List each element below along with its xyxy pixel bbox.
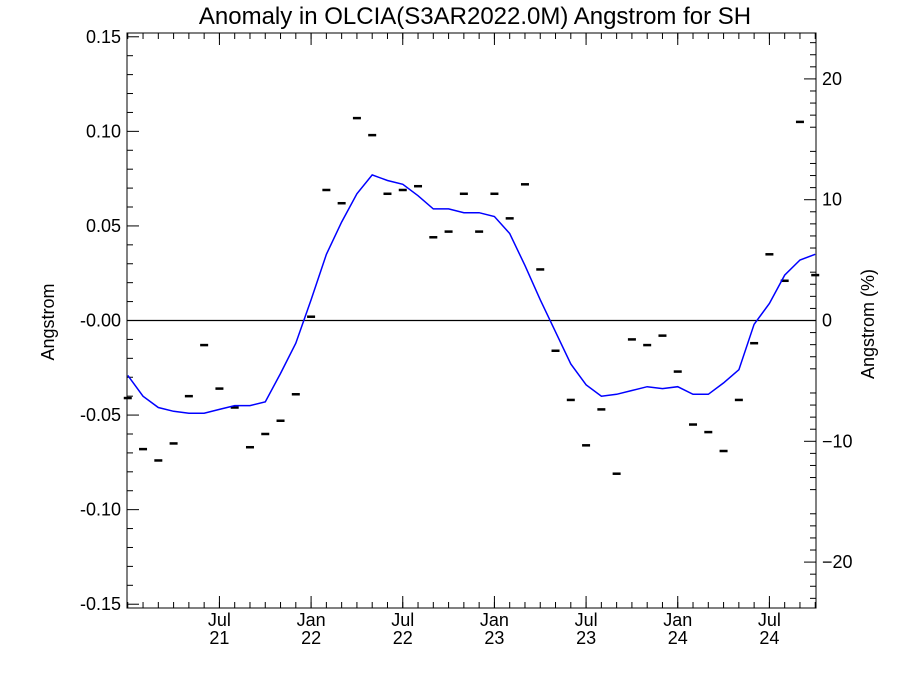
y-tick-label: 0.15	[86, 27, 121, 47]
x-tick-label-month: Jul	[208, 610, 231, 630]
y2-tick-label: 10	[822, 190, 842, 210]
x-tick-label-month: Jan	[480, 610, 509, 630]
smoothed-series-line	[127, 174, 816, 414]
y-tick-label: -0.10	[80, 500, 121, 520]
x-tick-label-month: Jan	[663, 610, 692, 630]
y-tick-label: -0.15	[80, 594, 121, 614]
x-tick-label-year: 23	[576, 628, 596, 648]
y2-tick-label: −20	[822, 552, 853, 572]
x-tick-label-year: 24	[668, 628, 688, 648]
x-tick-label-month: Jan	[297, 610, 326, 630]
y-tick-label: -0.05	[80, 405, 121, 425]
axes-group: 0.15 0.10 0.05 -0.00 -0.05 -0.10 -0.15 20 10 0 −10…	[80, 27, 853, 648]
y-tick-label: 0.10	[86, 121, 121, 141]
x-tick-label-year: 23	[484, 628, 504, 648]
y2-tick-label: −10	[822, 431, 853, 451]
anomaly-markers-group	[123, 116, 820, 475]
x-tick-label-year: 24	[759, 628, 779, 648]
y2-tick-label: 0	[822, 311, 832, 331]
x-tick-label-month: Jul	[758, 610, 781, 630]
y-axis-label: Angstrom	[38, 283, 58, 360]
chart-title: Anomaly in OLCIA(S3AR2022.0M) Angstrom f…	[199, 3, 751, 30]
smoothed-line-group	[127, 174, 816, 414]
x-tick-label-year: 22	[393, 628, 413, 648]
y2-axis-label: Angstrom (%)	[858, 269, 878, 379]
x-tick-label-month: Jul	[391, 610, 414, 630]
y-tick-label: -0.00	[80, 311, 121, 331]
x-tick-label-year: 22	[301, 628, 321, 648]
y-tick-label: 0.05	[86, 216, 121, 236]
x-tick-label-month: Jul	[575, 610, 598, 630]
x-tick-label-year: 21	[209, 628, 229, 648]
y2-tick-label: 20	[822, 69, 842, 89]
plot-frame	[126, 32, 817, 609]
